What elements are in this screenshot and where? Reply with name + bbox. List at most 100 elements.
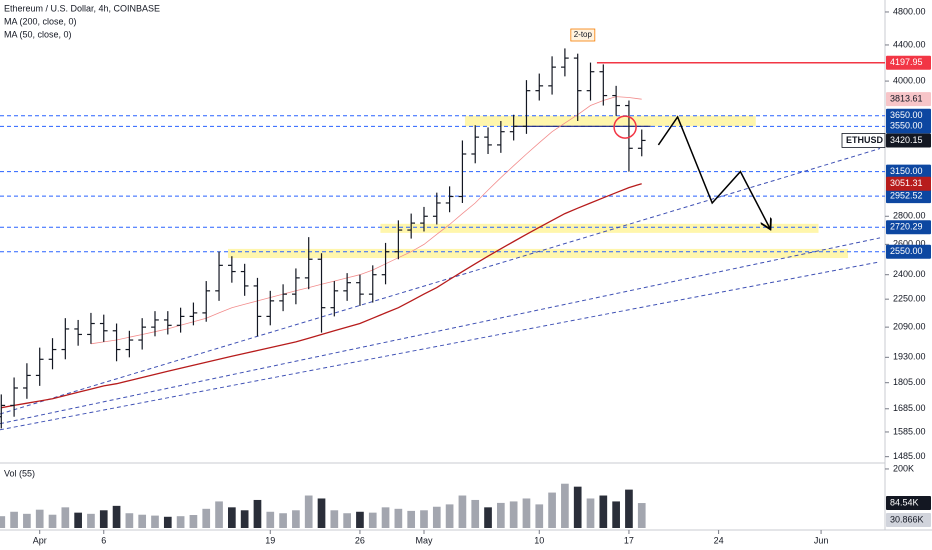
volume-bar — [61, 507, 70, 528]
ohlc-bar — [586, 62, 595, 101]
volume-bar — [368, 512, 377, 528]
zone — [228, 248, 848, 259]
x-tick-label: 10 — [534, 535, 544, 545]
volume-bar — [330, 510, 339, 528]
ohlc-bar — [35, 347, 44, 386]
volume-bar — [356, 511, 364, 528]
ohlc-bar — [228, 256, 236, 283]
annotation-box — [570, 28, 596, 42]
volume-bar — [215, 501, 223, 528]
zone — [464, 115, 756, 127]
ohlc-bar — [394, 220, 403, 260]
ohlc-bar — [304, 237, 313, 290]
volume-bar — [304, 495, 313, 528]
ohlc-bar — [343, 273, 351, 301]
trendline — [0, 261, 881, 431]
volume-bar — [586, 498, 595, 528]
moving-average — [1, 183, 642, 409]
volume-bar — [394, 508, 403, 528]
volume-bar — [497, 502, 505, 528]
volume-bar — [407, 510, 416, 528]
y-tick-label: 2090.00 — [893, 322, 926, 332]
ohlc-bar — [420, 206, 428, 232]
ohlc-bar — [561, 48, 569, 77]
volume-bar — [138, 514, 147, 528]
volume-bar — [548, 492, 556, 528]
ohlc-bar — [0, 394, 6, 429]
x-tick-label: 19 — [265, 535, 275, 545]
ohlc-bar — [151, 311, 159, 337]
ma200-label: 3051.31 — [890, 178, 923, 188]
volume-bar — [253, 499, 262, 528]
legend-ma200: MA (200, close, 0) — [4, 16, 77, 26]
volume-bar — [484, 507, 492, 528]
ohlc-bar — [253, 277, 262, 337]
volume-tick-label: 200K — [893, 463, 914, 473]
ohlc-bar — [484, 127, 492, 154]
ohlc-bar — [356, 274, 364, 306]
ohlc-bar — [535, 73, 544, 101]
ohlc-bar — [163, 311, 172, 335]
level-label: 2720.29 — [890, 222, 923, 232]
ohlc-bar — [368, 265, 377, 303]
symbol-label: ETHUSD — [846, 135, 884, 145]
ohlc-bar — [176, 307, 185, 333]
volume-bar — [381, 507, 390, 528]
volume-bar — [151, 515, 159, 528]
volume-bar — [637, 503, 646, 528]
y-tick-label: 4000.00 — [893, 75, 926, 85]
ohlc-bar — [87, 312, 95, 344]
y-tick-label: 1930.00 — [893, 352, 926, 362]
level-label-box — [886, 164, 931, 179]
ohlc-bar — [189, 302, 198, 326]
ohlc-bar — [215, 251, 223, 301]
level-label: 3150.00 — [890, 166, 923, 176]
volume-bar — [279, 513, 287, 528]
volume-ma-box — [886, 513, 931, 527]
volume-bar — [420, 510, 428, 528]
volume-last-label: 84.54K — [890, 497, 919, 507]
volume-bar — [189, 515, 198, 528]
ohlc-bar — [292, 268, 300, 305]
ohlc-bar — [99, 314, 108, 342]
resistance-label-box — [886, 55, 931, 70]
y-tick-label: 4800.00 — [893, 6, 926, 16]
ohlc-bar — [266, 290, 275, 326]
ohlc-bar — [330, 281, 339, 317]
ma50-label: 3813.61 — [890, 94, 923, 104]
volume-bar — [228, 507, 236, 528]
y-tick-label: 2250.00 — [893, 294, 926, 304]
volume-bar — [112, 505, 121, 528]
annotation: 2-top — [574, 30, 593, 39]
ohlc-bar — [61, 318, 70, 360]
legend-ma50: MA (50, close, 0) — [4, 29, 72, 39]
trendline — [0, 148, 881, 415]
volume-bar — [625, 489, 633, 528]
ohlc-bar — [240, 263, 249, 296]
ohlc-bar — [471, 125, 480, 164]
volume-bar — [266, 511, 275, 528]
volume-bar — [87, 513, 95, 528]
ohlc-bar — [599, 64, 608, 106]
volume-bar — [163, 516, 172, 528]
volume-bar — [0, 516, 6, 528]
projection — [657, 115, 769, 228]
ohlc-bar — [23, 363, 31, 399]
volume-bar — [343, 513, 351, 528]
highlight-circle — [613, 115, 637, 139]
volume-bar — [522, 498, 531, 528]
y-tick-label: 1485.00 — [893, 451, 926, 461]
volume-bar — [74, 512, 82, 528]
volume-bar — [458, 495, 467, 528]
x-tick-label: 17 — [624, 535, 634, 545]
x-tick-label: Jun — [814, 535, 829, 545]
ohlc-bar — [625, 100, 633, 172]
ma50-label-box — [886, 92, 931, 107]
volume-bar — [612, 501, 620, 528]
ma200-label-box — [886, 176, 931, 191]
volume-bar — [99, 510, 108, 528]
volume-bar — [535, 504, 544, 528]
ohlc-bar — [548, 56, 556, 95]
